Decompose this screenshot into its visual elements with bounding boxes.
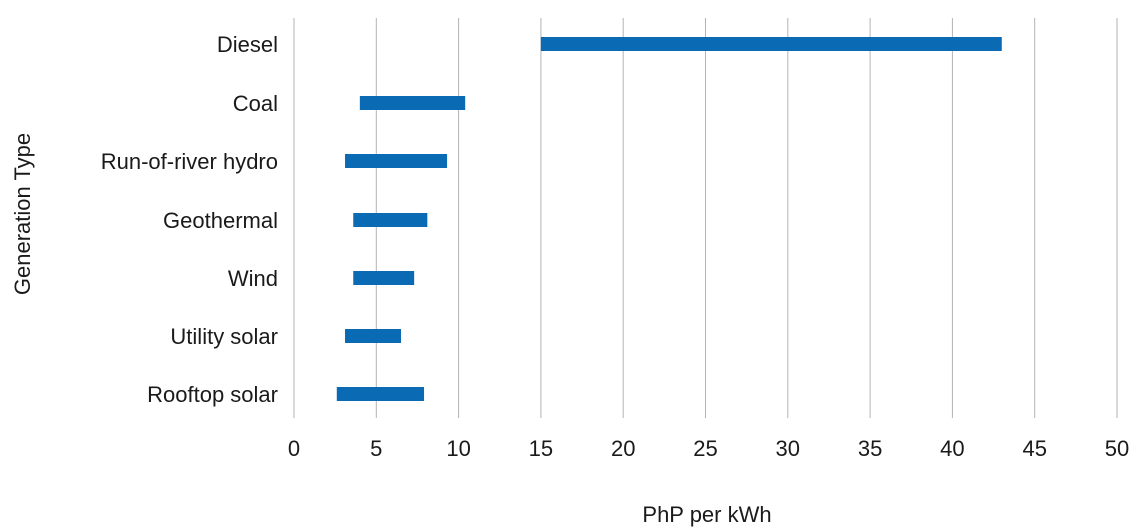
category-label-diesel: Diesel	[217, 32, 278, 57]
x-tick-labels: 0 5 10 15 20 25 30 35 40 45 50	[288, 436, 1129, 461]
bar-wind	[353, 271, 415, 285]
x-tick-label-45: 45	[1022, 436, 1046, 461]
x-tick-label-30: 30	[776, 436, 800, 461]
bar-geothermal	[353, 213, 428, 227]
gridlines	[293, 18, 1118, 418]
category-label-coal: Coal	[233, 91, 278, 116]
category-label-wind: Wind	[228, 266, 278, 291]
bar-utility-solar	[345, 329, 401, 343]
bar-rooftop-solar	[336, 387, 425, 401]
x-tick-label-5: 5	[370, 436, 382, 461]
x-tick-label-50: 50	[1105, 436, 1129, 461]
bar-diesel	[540, 37, 1002, 51]
x-axis-title: PhP per kWh	[642, 502, 771, 527]
x-tick-label-20: 20	[611, 436, 635, 461]
category-label-utility-solar: Utility solar	[170, 324, 278, 349]
x-tick-label-35: 35	[858, 436, 882, 461]
x-tick-label-40: 40	[940, 436, 964, 461]
x-tick-label-25: 25	[693, 436, 717, 461]
x-tick-label-10: 10	[446, 436, 470, 461]
category-label-geothermal: Geothermal	[163, 208, 278, 233]
bar-coal	[359, 96, 466, 110]
x-tick-label-15: 15	[529, 436, 553, 461]
category-labels: Diesel Coal Run-of-river hydro Geothermal Wi…	[101, 32, 278, 407]
category-label-rooftop-solar: Rooftop solar	[147, 382, 278, 407]
bar-run-of-river-hydro	[345, 154, 448, 168]
x-tick-label-0: 0	[288, 436, 300, 461]
y-axis-title: Generation Type	[10, 133, 35, 295]
bars	[336, 37, 1002, 401]
category-label-run-of-river-hydro: Run-of-river hydro	[101, 149, 278, 174]
